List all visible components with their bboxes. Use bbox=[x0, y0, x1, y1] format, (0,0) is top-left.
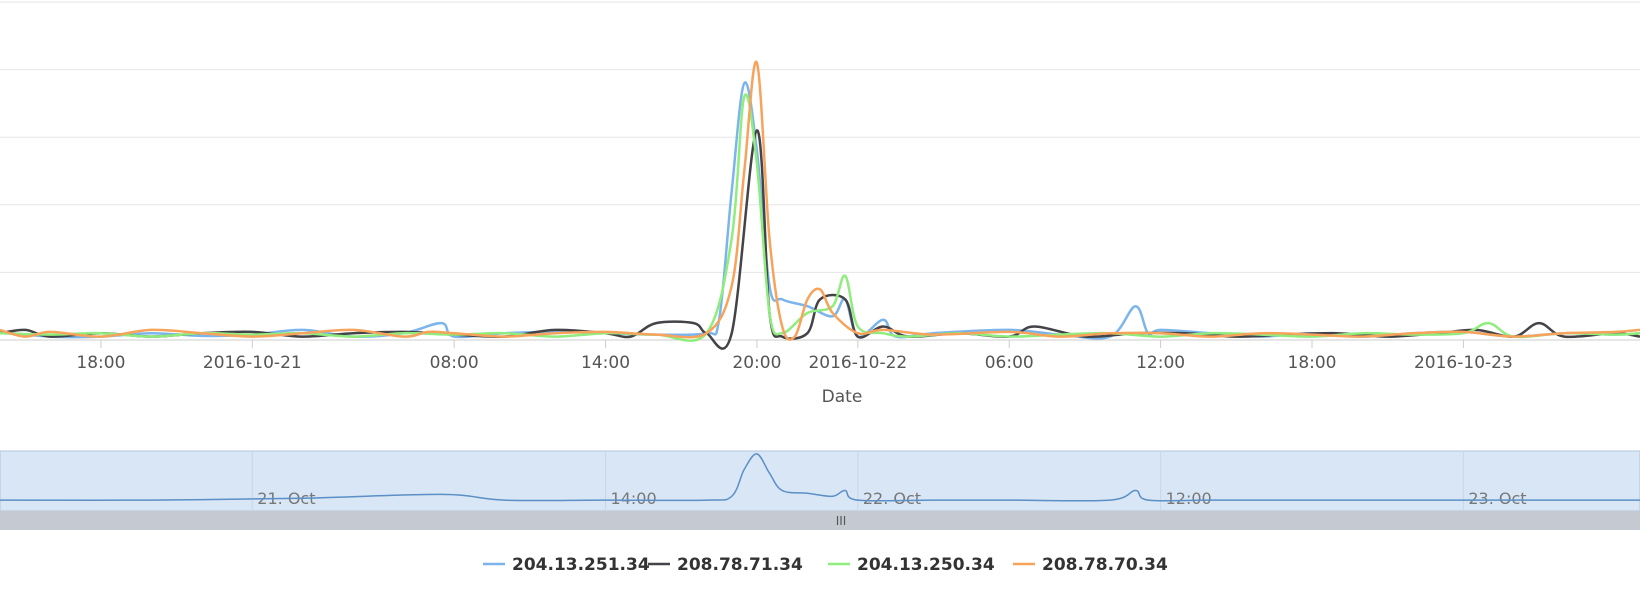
x-axis-title: Date bbox=[822, 387, 863, 407]
legend-item-0[interactable]: 204.13.251.34 bbox=[483, 555, 650, 575]
x-tick-label: 20:00 bbox=[732, 353, 781, 373]
x-tick-label: 18:00 bbox=[1288, 353, 1337, 373]
x-tick-label: 12:00 bbox=[1136, 353, 1185, 373]
x-axis: 18:00 2016-10-21 08:00 14:00 20:00 2016-10-22… bbox=[76, 340, 1513, 373]
navigator-window[interactable] bbox=[0, 450, 1640, 512]
legend-item-1[interactable]: 208.78.71.34 bbox=[648, 555, 803, 575]
navigator-labels: 21. Oct 14:00 22. Oct 12:00 23. Oct bbox=[257, 489, 1526, 508]
navigator-label: 14:00 bbox=[611, 489, 657, 508]
legend-item-3[interactable]: 208.78.70.34 bbox=[1013, 555, 1168, 575]
plot-series bbox=[0, 60, 1640, 350]
x-tick-label: 14:00 bbox=[581, 353, 630, 373]
x-tick-label: 2016-10-21 bbox=[203, 353, 302, 373]
legend-label: 208.78.71.34 bbox=[677, 555, 803, 575]
x-tick-label: 2016-10-22 bbox=[808, 353, 907, 373]
grid-lines bbox=[0, 1, 1640, 341]
navigator-grid bbox=[251, 451, 1464, 511]
legend-label: 204.13.251.34 bbox=[512, 555, 650, 575]
x-tick-label: 2016-10-23 bbox=[1414, 353, 1513, 373]
legend-item-2[interactable]: 204.13.250.34 bbox=[828, 555, 995, 575]
x-tick-label: 18:00 bbox=[76, 353, 125, 373]
navigator-label: 22. Oct bbox=[863, 489, 921, 508]
series-line-2 bbox=[0, 93, 1640, 342]
navigator-scrollbar[interactable] bbox=[0, 511, 1640, 530]
navigator-label: 12:00 bbox=[1166, 489, 1212, 508]
scrollbar-grip[interactable]: III bbox=[836, 514, 847, 528]
legend-label: 208.78.70.34 bbox=[1042, 555, 1168, 575]
series-line-3 bbox=[0, 60, 1640, 341]
legend-label: 204.13.250.34 bbox=[857, 555, 995, 575]
legend: 204.13.251.34 208.78.71.34 204.13.250.34 20… bbox=[483, 555, 1168, 575]
x-tick-label: 06:00 bbox=[985, 353, 1034, 373]
series-line-1 bbox=[0, 129, 1640, 350]
x-tick-label: 08:00 bbox=[430, 353, 479, 373]
navigator-series-line bbox=[0, 453, 1640, 502]
navigator[interactable]: 21. Oct 14:00 22. Oct 12:00 23. Oct III bbox=[0, 450, 1640, 530]
navigator-label: 23. Oct bbox=[1468, 489, 1526, 508]
